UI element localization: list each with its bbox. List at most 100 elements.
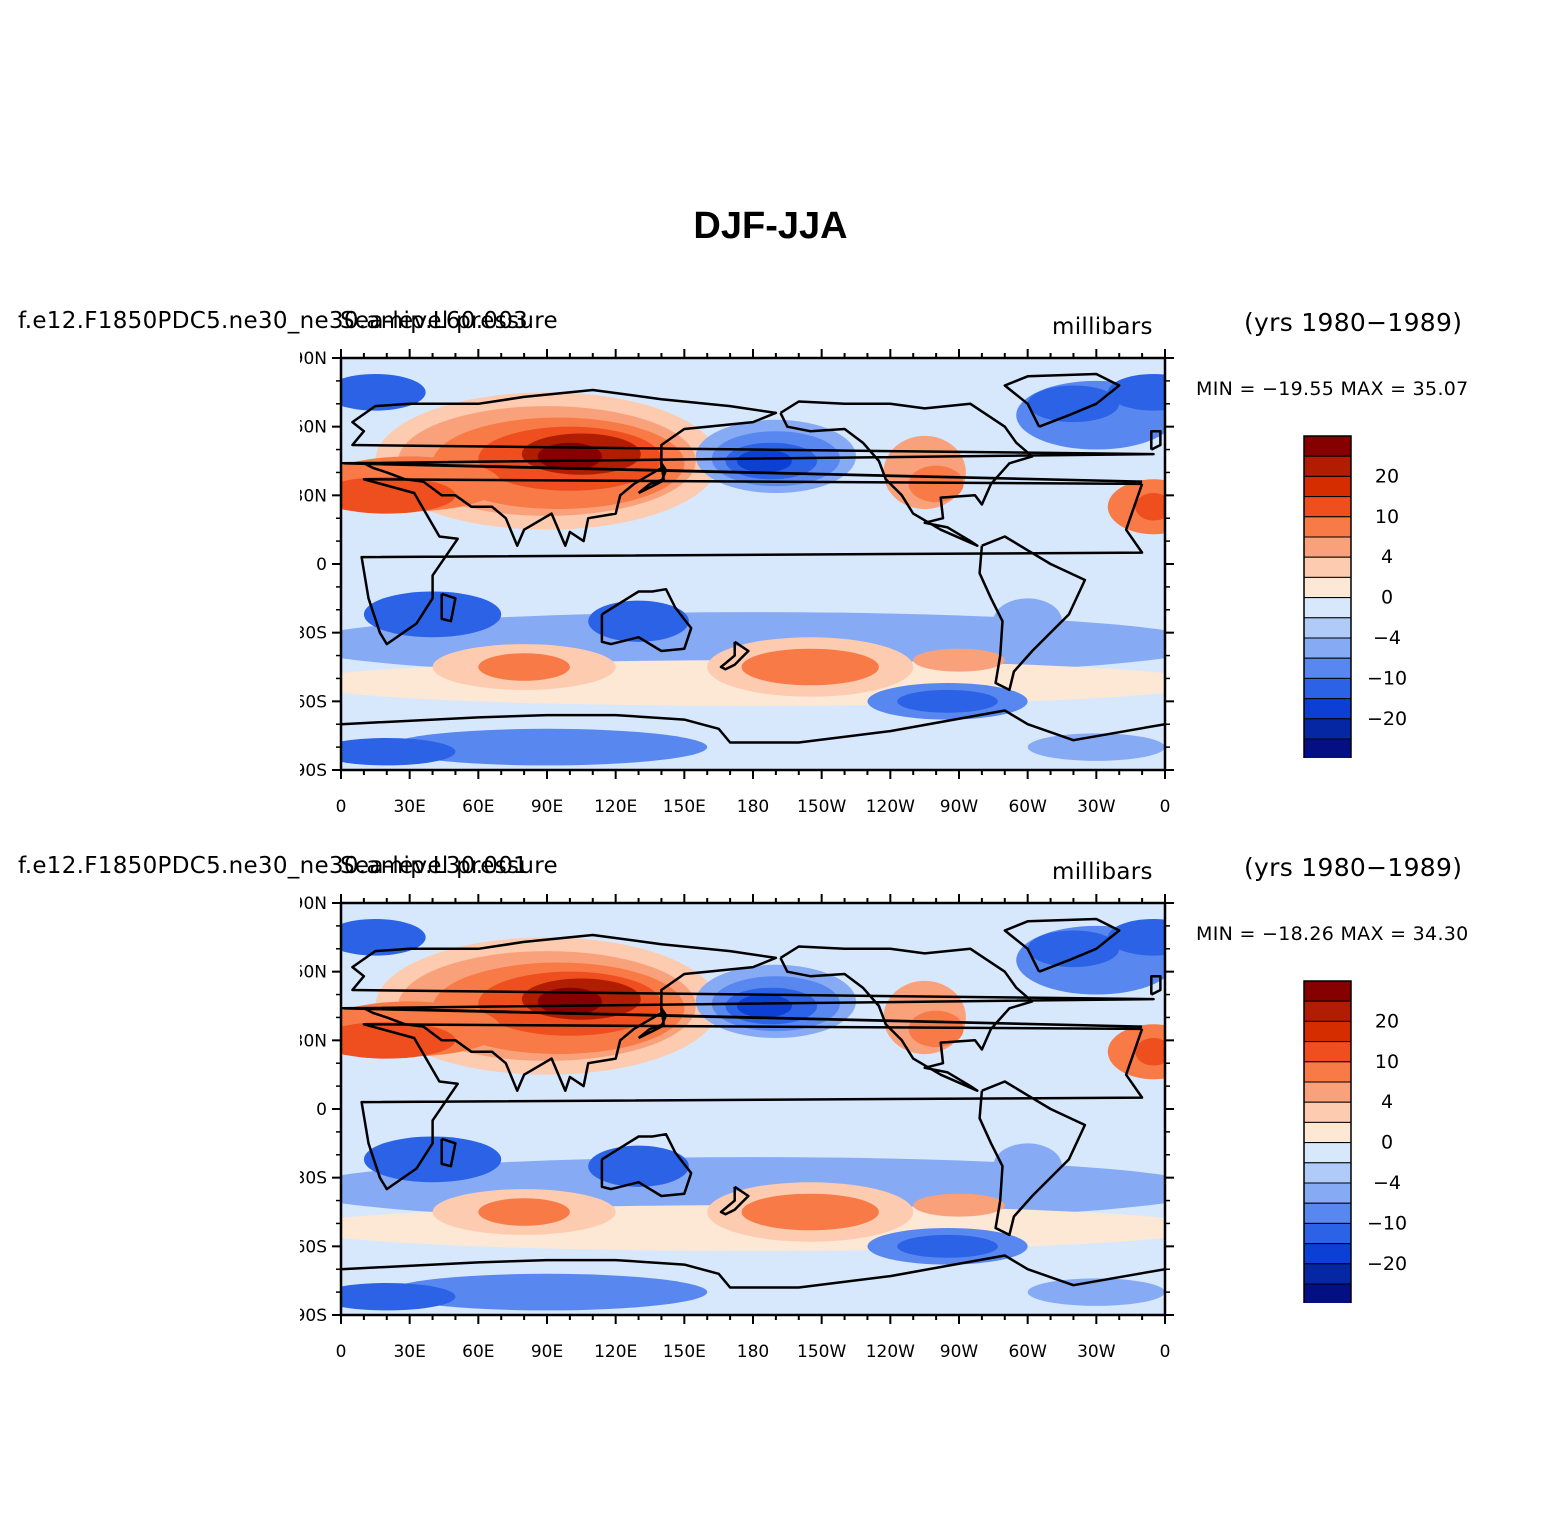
lat-tick-label: 90S — [300, 761, 327, 781]
anomaly-region — [341, 1022, 456, 1059]
colorbar-swatch — [1303, 496, 1352, 518]
anomaly-region — [1027, 385, 1120, 423]
colorbar-swatch — [1303, 677, 1352, 700]
colorbar-label: −20 — [1367, 1253, 1407, 1275]
lon-tick-label: 90E — [531, 797, 563, 817]
anomaly-region — [363, 591, 502, 638]
lon-tick-label: 30E — [393, 1342, 425, 1362]
lon-tick-label: 120W — [866, 797, 915, 817]
figure-title: DJF-JJA — [693, 205, 848, 247]
coastline — [1003, 917, 1121, 973]
colorbar-label: −4 — [1373, 1172, 1401, 1194]
colorbar-swatch — [1303, 516, 1352, 538]
colorbar: 20 10 4 0 −4 −10 −20 — [1303, 435, 1407, 758]
anomaly-region — [913, 1193, 1005, 1217]
anomaly-region — [478, 653, 570, 681]
anomaly-region — [1135, 493, 1165, 521]
anomaly-region — [741, 648, 879, 686]
colorbar-swatch — [1303, 1222, 1352, 1245]
colorbar-swatch — [1303, 1020, 1352, 1043]
units-label: millibars — [1052, 314, 1153, 340]
anomaly-region — [1027, 930, 1120, 968]
map-plot: 90N 60N 30N 0 30S 60S 90S 0 30E 60E 90E 120E 150E 180… — [300, 349, 1174, 817]
lon-tick-label: 60E — [462, 797, 494, 817]
lon-tick-label: 120E — [594, 797, 637, 817]
colorbar-swatch — [1303, 980, 1352, 1002]
coastline — [719, 1185, 750, 1216]
anomaly-region — [363, 1136, 502, 1183]
colorbar-swatch — [1303, 637, 1352, 659]
colorbar-swatch — [1303, 657, 1352, 679]
anomaly-region — [897, 689, 998, 713]
years-label: (yrs 1980−1989) — [1244, 308, 1463, 337]
lat-tick-label: 30S — [300, 1169, 327, 1189]
anomaly-region — [386, 1273, 708, 1311]
coastline — [779, 400, 1034, 547]
map-panel-1: f.e12.F1850PDC5.ne30_ne30.amip.L60.003 S… — [0, 308, 1541, 848]
colorbar-swatch — [1303, 1283, 1352, 1303]
anomaly-region — [993, 598, 1062, 645]
colorbar-label: −10 — [1367, 667, 1407, 689]
lat-tick-label: 30N — [300, 1031, 327, 1051]
coastline — [360, 1023, 1144, 1191]
lon-tick-label: 30W — [1077, 1342, 1116, 1362]
lon-tick-label: 30W — [1077, 797, 1116, 817]
colorbar-swatch — [1303, 617, 1352, 639]
colorbar-swatch — [1303, 536, 1352, 558]
coastline — [600, 587, 693, 653]
lon-tick-label: 60E — [462, 1342, 494, 1362]
case-name: f.e12.F1850PDC5.ne30_ne30.amip.L30.001 — [18, 853, 529, 879]
case-name: f.e12.F1850PDC5.ne30_ne30.amip.L60.003 — [18, 308, 529, 334]
lat-tick-label: 60N — [300, 418, 327, 438]
lon-tick-label: 60W — [1008, 1342, 1047, 1362]
coastline — [978, 1080, 1087, 1237]
colorbar-swatch — [1303, 475, 1352, 498]
lat-tick-label: 30S — [300, 624, 327, 644]
lat-tick-label: 0 — [316, 555, 327, 575]
anomaly-region — [1135, 1038, 1165, 1066]
minmax-label: MIN = −19.55 MAX = 35.07 — [1196, 378, 1469, 400]
anomaly-region — [537, 987, 602, 1016]
colorbar-label: 0 — [1381, 587, 1393, 609]
colorbar-label: −10 — [1367, 1212, 1407, 1234]
coastline — [978, 535, 1087, 692]
colorbar-swatch — [1303, 1061, 1352, 1083]
colorbar-swatch — [1303, 455, 1352, 477]
lat-tick-label: 90N — [300, 894, 327, 914]
coastline — [440, 1137, 457, 1168]
lon-tick-label: 150E — [663, 1342, 706, 1362]
lat-tick-label: 60N — [300, 963, 327, 983]
lon-tick-label: 60W — [1008, 797, 1047, 817]
map-panel-2: f.e12.F1850PDC5.ne30_ne30.amip.L30.001 S… — [0, 853, 1541, 1393]
colorbar-swatch — [1303, 1101, 1352, 1123]
lon-tick-label: 90W — [940, 797, 979, 817]
lon-tick-label: 150E — [663, 797, 706, 817]
lon-tick-label: 150W — [797, 1342, 846, 1362]
anomaly-region — [1027, 733, 1165, 761]
lon-tick-label: 90E — [531, 1342, 563, 1362]
colorbar-swatch — [1303, 1142, 1352, 1164]
lat-tick-label: 0 — [316, 1100, 327, 1120]
anomaly-region — [897, 1234, 998, 1258]
colorbar-label: −20 — [1367, 708, 1407, 730]
coastline — [1003, 372, 1121, 428]
minmax-label: MIN = −18.26 MAX = 34.30 — [1196, 923, 1469, 945]
coastline — [440, 592, 457, 623]
anomaly-region — [341, 1282, 456, 1311]
coastline — [360, 478, 1144, 646]
anomaly-region — [588, 1145, 689, 1187]
colorbar-label: 4 — [1381, 1091, 1393, 1113]
units-label: millibars — [1052, 859, 1153, 885]
colorbar-label: 10 — [1375, 1051, 1399, 1073]
anomaly-region — [736, 994, 792, 1018]
coastline — [779, 945, 1034, 1092]
anomaly-region — [913, 648, 1005, 672]
lon-tick-label: 120E — [594, 1342, 637, 1362]
coastline — [637, 1007, 668, 1040]
colorbar-label: 10 — [1375, 506, 1399, 528]
coastline — [341, 933, 1155, 1092]
colorbar-label: 20 — [1375, 465, 1399, 487]
lat-tick-label: 60S — [300, 1237, 327, 1257]
anomaly-region — [1027, 1278, 1165, 1306]
coastline — [341, 1254, 1165, 1289]
